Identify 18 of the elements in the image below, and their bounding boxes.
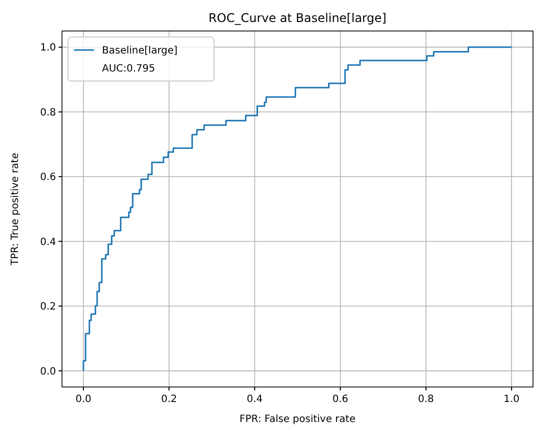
chart-title: ROC_Curve at Baseline[large] [208, 11, 386, 25]
y-tick-label: 1.0 [40, 42, 56, 54]
annotation: AUC:0.795 [102, 64, 156, 74]
x-tick-label: 1.0 [504, 394, 520, 405]
y-tick-label: 0.6 [40, 172, 56, 184]
x-tick-label: 0.4 [246, 394, 263, 405]
y-axis-title: TPR: True positive rate [10, 152, 21, 266]
y-tick-label: 0.0 [40, 366, 56, 378]
legend-label: Baseline[large] [102, 46, 178, 56]
x-tick-label: 0.6 [332, 394, 348, 405]
y-tick-label: 0.2 [40, 302, 56, 313]
y-tick-label: 0.4 [40, 236, 56, 248]
y-tick-label: 0.8 [40, 107, 56, 118]
x-tick-label: 0.8 [418, 394, 434, 405]
x-tick-label: 0.0 [75, 394, 92, 405]
x-axis-title: FPR: False positive rate [240, 414, 356, 425]
line-series [82, 46, 512, 372]
x-tick-label: 0.2 [161, 394, 177, 405]
